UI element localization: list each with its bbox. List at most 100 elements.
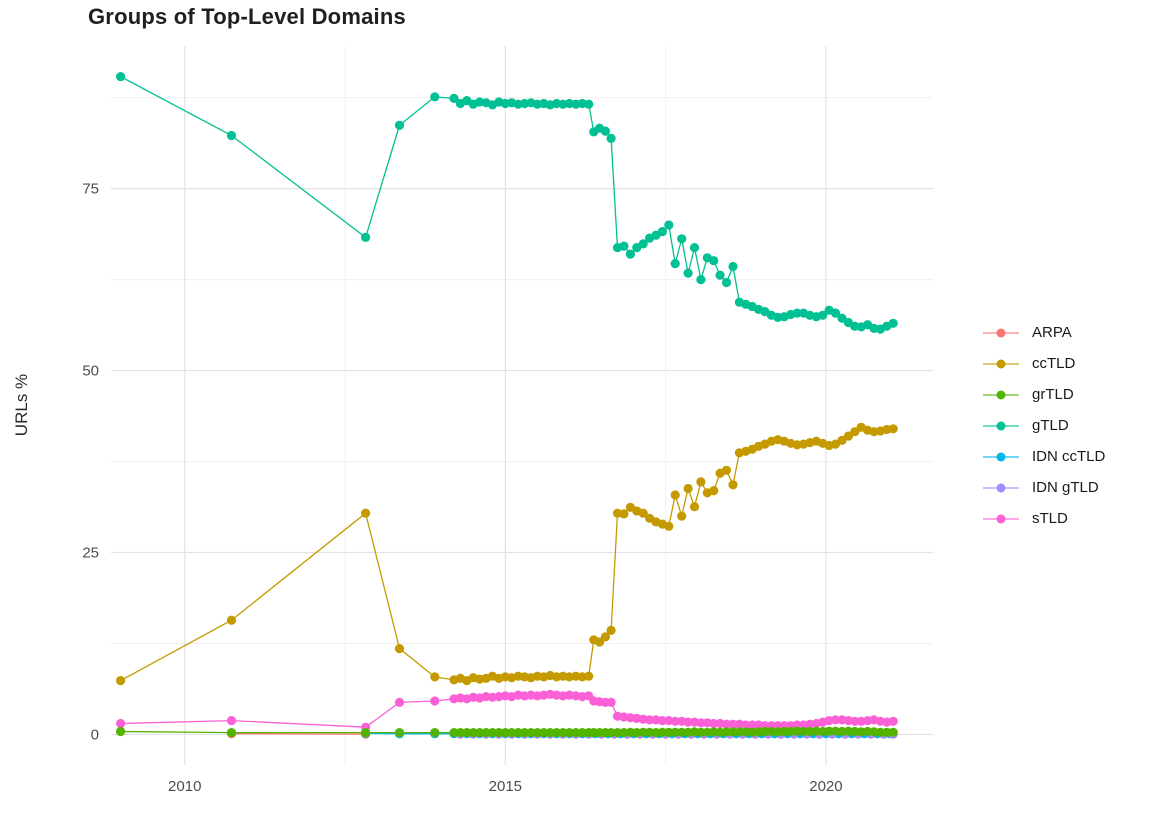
data-point	[226, 615, 237, 625]
data-point	[677, 234, 687, 244]
legend-key-icon	[983, 421, 1019, 431]
legend-label: ccTLD	[1032, 355, 1076, 372]
data-point	[696, 477, 706, 487]
data-point	[779, 726, 789, 737]
data-point	[625, 249, 636, 259]
data-point	[664, 727, 674, 737]
data-point	[677, 511, 687, 521]
legend-label: IDN ccTLD	[1032, 448, 1106, 465]
data-point	[494, 728, 504, 738]
data-point	[226, 728, 237, 738]
data-point	[728, 480, 738, 490]
data-point	[475, 728, 485, 738]
data-point	[539, 728, 549, 738]
data-point	[888, 318, 898, 328]
data-point	[394, 697, 405, 708]
data-point	[606, 728, 616, 738]
data-point	[798, 726, 809, 737]
legend-item-IDN-gTLD: IDN gTLD	[983, 472, 1105, 503]
data-point	[520, 728, 530, 738]
data-point	[728, 727, 738, 737]
series-line-gTLD	[120, 76, 894, 330]
data-point	[696, 718, 706, 728]
data-point	[670, 716, 680, 726]
data-point	[449, 93, 459, 103]
data-point	[843, 431, 854, 441]
data-point	[545, 728, 555, 738]
data-point	[564, 728, 575, 738]
data-point	[430, 728, 440, 738]
y-axis-label: URLs %	[12, 373, 31, 437]
data-point	[850, 427, 860, 437]
legend-key-icon	[983, 452, 1019, 462]
data-point	[462, 728, 472, 738]
data-point	[670, 727, 680, 737]
data-point	[721, 465, 732, 475]
legend-key-icon	[983, 514, 1019, 524]
x-tick-label: 2020	[809, 778, 842, 795]
legend: ARPA ccTLD grTLD gTLD IDN ccTLD IDN gTLD sTLD	[983, 317, 1105, 534]
data-point	[696, 727, 706, 737]
data-point	[670, 259, 680, 269]
legend-key-dot	[996, 452, 1006, 461]
data-point	[361, 728, 371, 738]
data-point	[394, 644, 405, 654]
data-point	[619, 509, 629, 519]
data-point	[361, 508, 371, 518]
data-point	[638, 727, 648, 737]
data-point	[500, 728, 510, 738]
data-point	[830, 308, 841, 318]
data-point	[600, 632, 611, 642]
data-point	[830, 726, 841, 736]
data-point	[532, 728, 543, 738]
data-point	[558, 728, 568, 738]
legend-key-icon	[983, 483, 1019, 493]
data-point	[116, 676, 126, 686]
data-point	[394, 120, 405, 130]
data-point	[638, 239, 648, 249]
data-point	[116, 72, 126, 82]
x-tick-label: 2010	[168, 778, 201, 795]
legend-key-dot	[996, 483, 1006, 492]
series-points-grTLD	[116, 726, 898, 738]
data-point	[577, 728, 587, 738]
data-point	[430, 92, 440, 102]
data-point	[677, 727, 687, 737]
data-point	[715, 270, 725, 280]
data-point	[657, 727, 668, 737]
data-point	[226, 130, 237, 141]
data-point	[747, 720, 757, 730]
legend-key-icon	[983, 390, 1019, 400]
data-point	[116, 726, 126, 737]
data-point	[689, 502, 700, 512]
data-point	[430, 672, 440, 682]
y-tick-label: 50	[82, 363, 99, 380]
data-point	[850, 716, 860, 726]
y-tick-label: 75	[82, 181, 99, 198]
data-point	[830, 715, 841, 725]
data-point	[888, 716, 898, 726]
data-point	[882, 727, 892, 737]
data-point	[657, 227, 668, 237]
data-point	[709, 256, 719, 266]
data-point	[734, 727, 745, 737]
data-point	[721, 719, 732, 729]
legend-item-ARPA: ARPA	[983, 317, 1105, 348]
data-point	[394, 728, 405, 738]
data-point	[116, 718, 126, 729]
data-point	[657, 716, 668, 726]
legend-key-icon	[983, 328, 1019, 338]
legend-item-sTLD: sTLD	[983, 503, 1105, 534]
legend-item-gTLD: gTLD	[983, 410, 1105, 441]
data-point	[526, 728, 536, 738]
data-point	[709, 718, 719, 729]
data-point	[741, 720, 751, 730]
data-point	[600, 126, 611, 136]
legend-label: ARPA	[1032, 324, 1072, 341]
data-point	[468, 728, 478, 738]
data-point	[606, 133, 616, 143]
legend-label: grTLD	[1032, 386, 1074, 403]
y-tick-label: 0	[91, 726, 99, 743]
